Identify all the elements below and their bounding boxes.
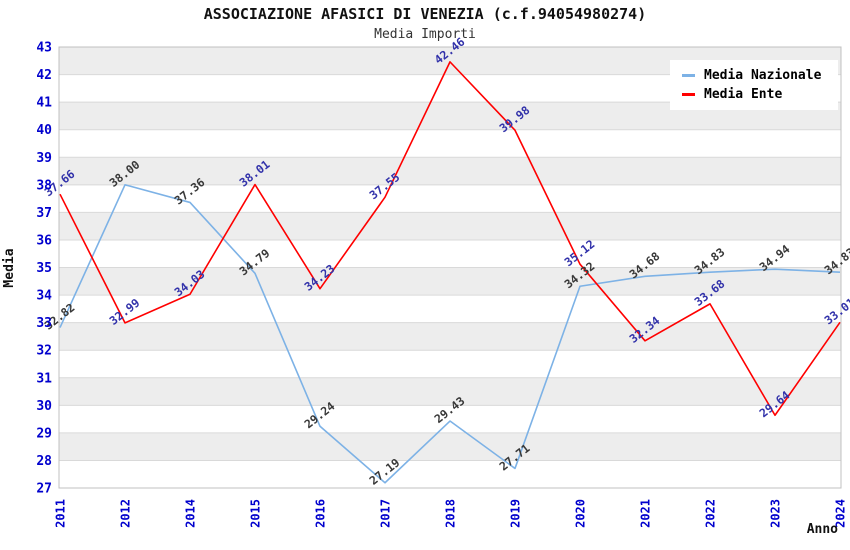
grid-band <box>59 239 841 268</box>
legend-label: Media Ente <box>704 87 783 102</box>
x-axis-tick-labels: 2011 2012 2014 2015 2016 2017 2018 2019 2020 2021… <box>54 499 848 528</box>
grid-band <box>59 295 841 323</box>
x-tick-label: 2014 <box>184 499 198 528</box>
legend-label: Media Nazionale <box>704 68 822 83</box>
y-axis-title: Media <box>2 248 17 287</box>
x-tick-label: 2022 <box>704 499 718 528</box>
grid-band <box>59 157 841 185</box>
y-axis-tick-labels: 27 28 29 30 31 32 33 34 35 36 37 38 39 40 41 42 43 <box>36 41 52 497</box>
y-tick-label: 27 <box>36 482 52 497</box>
grid-band <box>59 350 841 378</box>
legend-swatch-line <box>682 74 695 77</box>
y-tick-label: 38 <box>36 178 52 193</box>
legend-item: Media Nazionale <box>678 66 830 85</box>
x-tick-label: 2020 <box>574 499 588 528</box>
y-tick-label: 39 <box>36 151 52 166</box>
y-tick-label: 36 <box>36 233 52 248</box>
plot-border-rect <box>58 46 842 489</box>
grid-band <box>59 460 841 488</box>
grid-band <box>59 212 841 240</box>
y-tick-label: 35 <box>36 261 52 276</box>
x-tick-label: 2018 <box>444 499 458 528</box>
plot-background-bands <box>59 47 841 488</box>
legend-item: Media Ente <box>678 85 830 104</box>
x-tick-label: 2015 <box>249 499 263 528</box>
series-line-media-nazionale <box>59 184 841 484</box>
y-tick-label: 32 <box>36 344 52 359</box>
grid-band <box>59 405 841 433</box>
x-axis-title: Anno <box>807 522 838 537</box>
x-tick-label: 2023 <box>769 499 783 528</box>
x-tick-label: 2011 <box>54 499 68 528</box>
series-line-media-ente <box>59 61 841 417</box>
x-tick-label: 2016 <box>314 499 328 528</box>
x-tick-label: 2024 <box>834 499 848 528</box>
y-tick-label: 28 <box>36 454 52 469</box>
x-tick-label: 2019 <box>509 499 523 528</box>
y-tick-label: 42 <box>36 68 52 83</box>
grid-lines <box>59 74 841 461</box>
y-tick-label: 34 <box>36 289 52 304</box>
y-tick-label: 31 <box>36 371 52 386</box>
y-tick-label: 33 <box>36 316 52 331</box>
y-tick-label: 37 <box>36 206 52 221</box>
y-tick-label: 29 <box>36 426 52 441</box>
y-tick-label: 30 <box>36 399 52 414</box>
grid-band <box>59 129 841 158</box>
y-tick-label: 41 <box>36 96 52 111</box>
chart-legend: Media Nazionale Media Ente <box>670 60 838 110</box>
legend-swatch-line <box>682 93 695 96</box>
plot-border <box>58 46 842 489</box>
x-tick-label: 2017 <box>379 499 393 528</box>
x-tick-label: 2021 <box>639 499 653 528</box>
y-tick-label: 40 <box>36 123 52 138</box>
x-tick-label: 2012 <box>119 499 133 528</box>
grid-band <box>59 377 841 406</box>
chart-title: ASSOCIAZIONE AFASICI DI VENEZIA (c.f.940… <box>203 5 647 23</box>
grid-band <box>59 184 841 213</box>
y-tick-label: 43 <box>36 41 52 56</box>
grid-band <box>59 322 841 351</box>
series-lines <box>59 61 841 484</box>
chart-subtitle: Media Importi <box>374 27 476 42</box>
grid-band <box>59 432 841 461</box>
